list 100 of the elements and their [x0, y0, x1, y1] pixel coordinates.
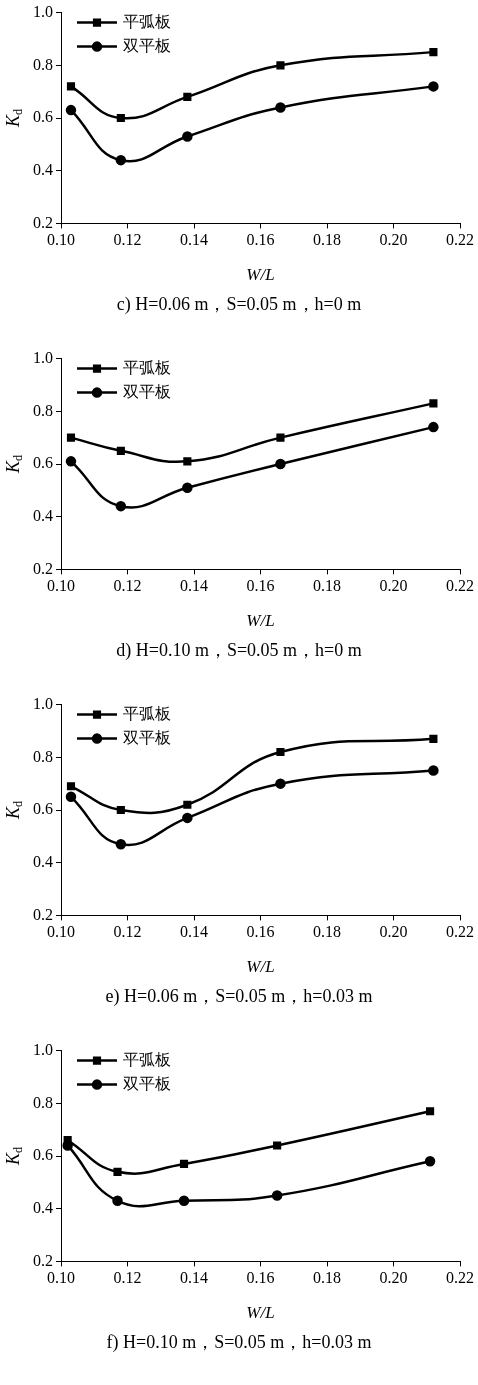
point	[179, 1159, 189, 1168]
x-tick-label: 0.16	[246, 231, 275, 249]
x-tick-label: 0.10	[47, 1269, 75, 1287]
point	[113, 1167, 122, 1176]
point	[115, 154, 127, 166]
y-axis-title: Kd	[2, 1147, 26, 1166]
point	[112, 1195, 123, 1207]
x-tick-label: 0.14	[180, 231, 208, 249]
x-tick-label: 0.18	[313, 577, 341, 595]
x-tick-label: 0.20	[379, 231, 408, 249]
point	[271, 1190, 283, 1201]
x-tick-label: 0.16	[246, 923, 275, 941]
x-tick-label: 0.20	[379, 577, 408, 595]
x-tick-label: 0.22	[446, 231, 474, 249]
x-tick-label: 0.20	[379, 923, 408, 941]
point	[426, 1107, 435, 1116]
legend-label: 双平板	[123, 728, 171, 746]
y-tick-label: 0.6	[33, 108, 53, 126]
point	[275, 102, 286, 113]
y-tick-label: 0.8	[33, 747, 53, 765]
point	[65, 104, 77, 116]
text: f) H=0.10 m，S=0.05 m，h=0.03 m	[105, 1331, 373, 1354]
x-tick-label: 0.10	[47, 577, 75, 595]
point	[276, 61, 285, 70]
y-tick-label: 0.8	[33, 401, 53, 419]
x-tick-label: 0.20	[379, 1269, 408, 1287]
y-tick-label: 0.6	[33, 800, 53, 818]
x-tick-label: 0.10	[47, 231, 75, 249]
x-tick-label: 0.12	[113, 231, 142, 249]
point	[115, 839, 127, 850]
x-tick-label: 0.22	[446, 1269, 474, 1287]
point	[424, 1156, 436, 1167]
y-tick-label: 0.4	[33, 1198, 53, 1216]
point	[273, 1141, 282, 1150]
point	[429, 399, 438, 408]
y-tick-label: 0.4	[33, 852, 53, 870]
y-tick-label: 1.0	[33, 2, 53, 20]
y-tick-label: 1.0	[33, 1040, 53, 1058]
y-tick-label: 0.4	[33, 506, 53, 524]
point	[65, 456, 77, 467]
point	[66, 782, 76, 791]
point	[428, 421, 439, 433]
x-tick-label: 0.10	[47, 923, 75, 941]
x-axis-title: W/L	[246, 265, 275, 285]
y-tick-label: 0.6	[33, 454, 53, 472]
legend-label: 双平板	[123, 36, 171, 54]
y-axis-title: Kd	[2, 455, 26, 474]
y-tick-label: 0.4	[33, 160, 53, 178]
legend-label: 平弧板	[123, 12, 171, 30]
x-tick-label: 0.14	[180, 1269, 208, 1287]
y-tick-label: 0.8	[33, 55, 53, 73]
x-tick-label: 0.18	[313, 1269, 341, 1287]
point	[116, 805, 125, 815]
y-axis-title: Kd	[2, 109, 26, 128]
point	[183, 800, 192, 809]
point	[116, 113, 125, 123]
point	[275, 778, 286, 789]
point	[429, 48, 438, 57]
x-tick-label: 0.12	[113, 577, 142, 595]
point	[276, 747, 285, 757]
x-tick-label: 0.12	[113, 923, 142, 941]
point	[182, 812, 193, 824]
x-tick-label: 0.14	[180, 577, 208, 595]
y-tick-label: 0.2	[33, 905, 53, 923]
x-tick-label: 0.16	[246, 577, 275, 595]
point	[66, 82, 76, 91]
point	[183, 92, 192, 101]
point	[428, 765, 439, 776]
x-tick-label: 0.22	[446, 923, 474, 941]
x-axis-title: W/L	[246, 611, 275, 631]
x-tick-label: 0.22	[446, 577, 474, 595]
point	[429, 734, 438, 743]
y-tick-label: 0.2	[33, 559, 53, 577]
legend-label: 双平板	[123, 1074, 171, 1092]
point	[182, 482, 193, 493]
point	[116, 446, 125, 455]
text: e) H=0.06 m，S=0.05 m，h=0.03 m	[104, 985, 374, 1008]
legend-label: 平弧板	[123, 1050, 171, 1068]
legend-label: 平弧板	[123, 358, 171, 376]
text: d) H=0.10 m，S=0.05 m，h=0 m	[115, 639, 363, 662]
y-tick-label: 0.2	[33, 1251, 53, 1269]
point	[276, 433, 285, 442]
y-tick-label: 1.0	[33, 694, 53, 712]
point	[65, 791, 77, 803]
y-tick-label: 1.0	[33, 348, 53, 366]
text: c) H=0.06 m，S=0.05 m，h=0 m	[115, 293, 363, 316]
x-tick-label: 0.14	[180, 923, 208, 941]
x-tick-label: 0.12	[113, 1269, 142, 1287]
point	[275, 458, 286, 470]
y-tick-label: 0.6	[33, 1146, 53, 1164]
x-axis-title: W/L	[246, 957, 275, 977]
point	[428, 81, 439, 92]
x-tick-label: 0.16	[246, 1269, 275, 1287]
y-axis-title: Kd	[2, 801, 26, 820]
point	[183, 457, 192, 466]
point	[66, 433, 76, 442]
point	[178, 1195, 190, 1207]
y-tick-label: 0.8	[33, 1093, 53, 1111]
x-tick-label: 0.18	[313, 923, 341, 941]
x-axis-title: W/L	[246, 1303, 275, 1323]
